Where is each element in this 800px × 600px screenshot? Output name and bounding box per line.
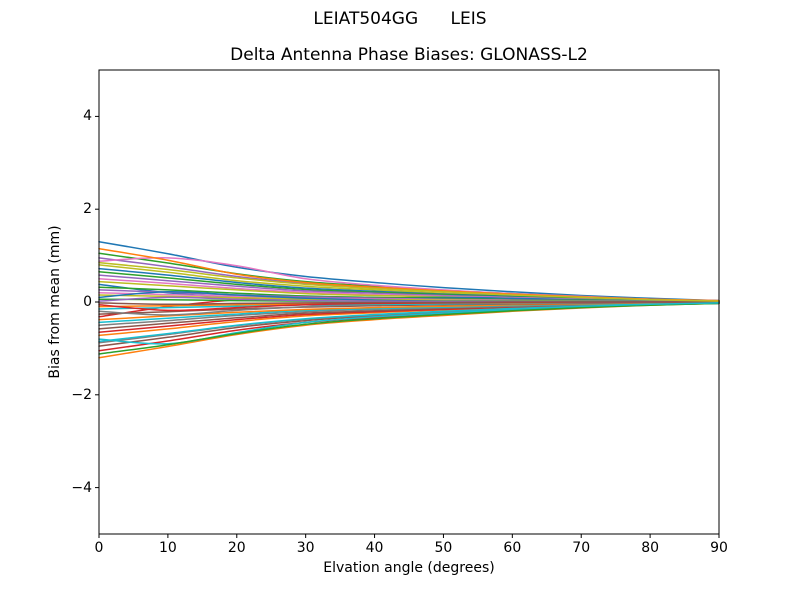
x-tick-label: 50 (434, 540, 453, 556)
y-tick-label: 4 (83, 108, 92, 125)
x-tick-label: 0 (94, 540, 104, 556)
y-tick-label: 0 (83, 294, 92, 310)
data-line-40 (98, 302, 720, 343)
figure-suptitle: LEIAT504GG LEIS (313, 9, 487, 29)
x-tick-label: 40 (365, 540, 384, 556)
x-tick-label: 90 (710, 540, 728, 556)
data-line-38 (98, 302, 720, 355)
x-tick-label: 80 (641, 540, 660, 556)
x-tick-label: 10 (158, 540, 177, 556)
y-tick-label: −2 (71, 386, 92, 403)
chart-title: Delta Antenna Phase Biases: GLONASS-L2 (230, 45, 588, 65)
x-tick-label: 20 (227, 540, 246, 556)
x-tick-label: 30 (296, 540, 315, 556)
y-tick-label: −4 (71, 479, 92, 496)
data-line-36 (98, 301, 720, 306)
y-tick-label: 2 (83, 201, 92, 218)
x-tick-label: 60 (503, 540, 522, 556)
x-tick-label: 70 (572, 540, 591, 556)
y-axis-label: Bias from mean (mm) (47, 225, 63, 379)
x-axis-label: Elvation angle (degrees) (323, 560, 495, 576)
data-line-39 (98, 261, 720, 302)
